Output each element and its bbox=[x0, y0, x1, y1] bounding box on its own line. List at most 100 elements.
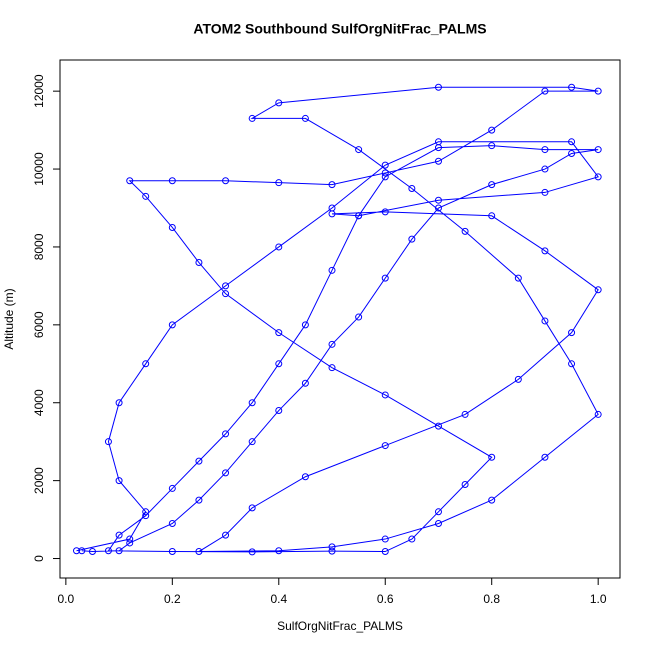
point bbox=[594, 146, 602, 154]
series-line bbox=[76, 86, 600, 553]
point bbox=[195, 259, 203, 267]
point bbox=[115, 399, 123, 407]
point bbox=[195, 548, 203, 556]
point bbox=[594, 173, 602, 181]
point bbox=[275, 329, 283, 337]
point bbox=[381, 169, 389, 177]
point bbox=[355, 313, 363, 321]
point bbox=[488, 142, 496, 150]
x-tick-label: 0.2 bbox=[164, 592, 181, 606]
point bbox=[168, 519, 176, 527]
point bbox=[168, 548, 176, 556]
point bbox=[104, 438, 112, 446]
x-axis-label: SulfOrgNitFrac_PALMS bbox=[277, 619, 403, 633]
point bbox=[142, 512, 150, 520]
point bbox=[381, 161, 389, 169]
point bbox=[381, 391, 389, 399]
point bbox=[381, 274, 389, 282]
point bbox=[248, 114, 256, 122]
point bbox=[168, 484, 176, 492]
point bbox=[248, 548, 256, 556]
point bbox=[222, 282, 230, 290]
point bbox=[126, 539, 134, 547]
point bbox=[461, 481, 469, 489]
point bbox=[541, 188, 549, 196]
point bbox=[115, 477, 123, 485]
x-tick-label: 0.4 bbox=[270, 592, 287, 606]
point bbox=[328, 266, 336, 274]
point bbox=[568, 329, 576, 337]
point bbox=[328, 364, 336, 372]
point bbox=[541, 453, 549, 461]
point bbox=[142, 192, 150, 200]
point bbox=[381, 548, 389, 556]
y-tick-label: 10000 bbox=[32, 152, 46, 186]
point bbox=[461, 227, 469, 235]
point bbox=[142, 508, 150, 516]
point bbox=[275, 179, 283, 187]
point bbox=[328, 547, 336, 555]
point bbox=[222, 531, 230, 539]
point bbox=[568, 360, 576, 368]
point bbox=[568, 138, 576, 146]
point bbox=[275, 99, 283, 107]
point bbox=[488, 453, 496, 461]
point bbox=[195, 457, 203, 465]
point bbox=[408, 235, 416, 243]
point bbox=[73, 547, 81, 555]
point bbox=[222, 290, 230, 298]
point bbox=[115, 531, 123, 539]
point bbox=[434, 508, 442, 516]
point bbox=[78, 547, 86, 555]
point bbox=[328, 181, 336, 189]
point bbox=[381, 442, 389, 450]
point bbox=[408, 185, 416, 193]
point bbox=[168, 177, 176, 185]
point bbox=[222, 469, 230, 477]
point bbox=[301, 321, 309, 329]
x-tick-label: 0.6 bbox=[377, 592, 394, 606]
point bbox=[541, 165, 549, 173]
point bbox=[541, 87, 549, 95]
point bbox=[594, 87, 602, 95]
y-tick-label: 0 bbox=[32, 555, 46, 562]
point bbox=[222, 177, 230, 185]
point bbox=[434, 83, 442, 91]
point bbox=[355, 212, 363, 220]
point bbox=[328, 204, 336, 212]
x-tick-label: 1.0 bbox=[590, 592, 607, 606]
y-tick-label: 6000 bbox=[32, 311, 46, 338]
point bbox=[488, 181, 496, 189]
point bbox=[104, 547, 112, 555]
point bbox=[88, 548, 96, 556]
point bbox=[434, 138, 442, 146]
point bbox=[514, 274, 522, 282]
point bbox=[434, 519, 442, 527]
point bbox=[222, 430, 230, 438]
x-tick-label: 0.8 bbox=[483, 592, 500, 606]
y-tick-label: 4000 bbox=[32, 389, 46, 416]
point bbox=[594, 286, 602, 294]
y-tick-label: 8000 bbox=[32, 233, 46, 260]
point bbox=[301, 379, 309, 387]
point bbox=[142, 360, 150, 368]
point bbox=[381, 173, 389, 181]
point bbox=[434, 157, 442, 165]
chart-title: ATOM2 Southbound SulfOrgNitFrac_PALMS bbox=[193, 21, 486, 37]
point bbox=[568, 149, 576, 157]
point bbox=[328, 543, 336, 551]
point bbox=[355, 146, 363, 154]
point bbox=[126, 535, 134, 543]
point bbox=[328, 340, 336, 348]
point bbox=[488, 212, 496, 220]
point bbox=[541, 317, 549, 325]
point bbox=[434, 196, 442, 204]
x-tick-label: 0.0 bbox=[58, 592, 75, 606]
point bbox=[488, 496, 496, 504]
point bbox=[126, 177, 134, 185]
point bbox=[248, 504, 256, 512]
y-tick-label: 2000 bbox=[32, 467, 46, 494]
point bbox=[168, 223, 176, 231]
y-axis-label: Altitude (m) bbox=[2, 288, 16, 349]
